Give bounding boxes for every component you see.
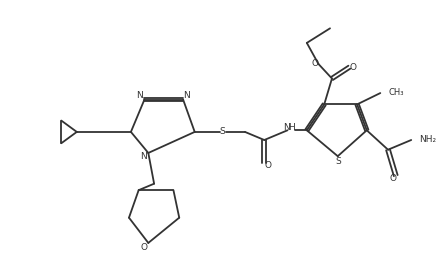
Text: S: S — [335, 157, 341, 165]
Text: O: O — [311, 59, 318, 68]
Text: O: O — [141, 243, 148, 252]
Text: N: N — [140, 152, 147, 161]
Text: N: N — [136, 91, 143, 100]
Text: N: N — [283, 123, 290, 132]
Text: H: H — [288, 123, 295, 132]
Text: O: O — [350, 63, 357, 72]
Text: CH₃: CH₃ — [388, 88, 403, 97]
Text: O: O — [389, 174, 396, 183]
Text: S: S — [220, 127, 226, 136]
Text: O: O — [265, 161, 272, 170]
Text: NH₂: NH₂ — [419, 136, 436, 144]
Text: N: N — [183, 91, 189, 100]
